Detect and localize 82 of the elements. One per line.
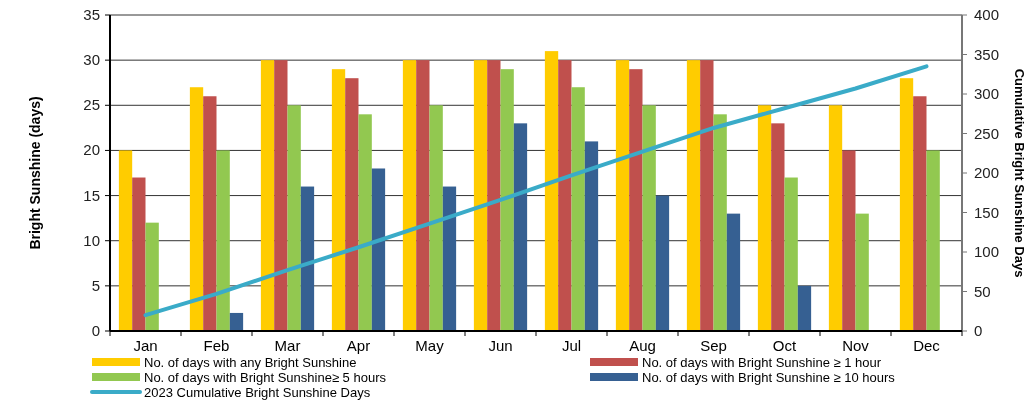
x-tick-label: Nov xyxy=(842,337,870,354)
bar xyxy=(584,141,599,331)
y2-tick-label: 100 xyxy=(974,243,1000,260)
bar xyxy=(926,150,940,331)
bar xyxy=(331,69,346,331)
bar xyxy=(899,78,914,331)
bar xyxy=(287,105,301,331)
y-tick-label: 30 xyxy=(83,51,100,69)
legend-label: No. of days with any Bright Sunshine xyxy=(144,355,357,370)
y-tick-label: 15 xyxy=(83,186,100,204)
bar xyxy=(358,114,372,331)
bar xyxy=(558,60,572,331)
bar xyxy=(771,123,785,331)
bar xyxy=(700,60,714,331)
bar xyxy=(402,60,417,331)
y2-tick-label: 50 xyxy=(974,282,991,300)
bar xyxy=(260,60,275,331)
x-tick-label: Sep xyxy=(700,337,727,354)
bar xyxy=(416,60,430,331)
legend-label: No. of days with Bright Sunshine ≥ 10 hours xyxy=(642,370,896,385)
x-tick-label: Jul xyxy=(561,337,582,354)
bar xyxy=(797,285,812,331)
bar xyxy=(513,123,528,331)
bar xyxy=(216,150,230,331)
y2-tick-label: 200 xyxy=(974,164,1000,181)
bar xyxy=(300,186,315,331)
bar xyxy=(345,78,359,331)
bar xyxy=(189,87,204,331)
bar xyxy=(487,60,501,331)
x-tick-label: Dec xyxy=(913,337,941,354)
y-tick-label: 25 xyxy=(83,96,100,114)
x-tick-label: Oct xyxy=(772,337,797,354)
bar xyxy=(828,105,843,331)
x-tick-label: Jan xyxy=(133,337,158,354)
bar xyxy=(913,96,927,331)
bar xyxy=(642,105,656,331)
bar xyxy=(855,213,869,331)
y2-tick-label: 150 xyxy=(974,203,1000,221)
y2-tick-label: 250 xyxy=(974,124,1000,142)
y2-axis-title: Cumulative Bright Sunshine Days xyxy=(1012,68,1027,278)
legend-label: No. of days with Bright Sunshine≥ 5 hours xyxy=(144,370,387,385)
bar xyxy=(615,60,630,331)
bar xyxy=(371,168,386,331)
x-tick-label: Mar xyxy=(274,337,301,354)
x-tick-label: Apr xyxy=(346,337,371,354)
bar xyxy=(118,150,133,331)
y-tick-label: 0 xyxy=(91,322,100,339)
y2-tick-label: 400 xyxy=(974,6,1000,23)
y2-tick-label: 350 xyxy=(974,45,1000,63)
y-tick-label: 5 xyxy=(91,276,100,294)
bar xyxy=(629,69,643,331)
y-tick-label: 10 xyxy=(83,231,100,249)
legend-label: 2023 Cumulative Bright Sunshine Days xyxy=(144,385,371,400)
bar xyxy=(473,60,488,331)
y-tick-label: 35 xyxy=(83,6,100,23)
bar xyxy=(229,312,244,331)
y2-tick-label: 0 xyxy=(974,322,983,339)
bar xyxy=(145,222,159,331)
bar xyxy=(655,195,670,331)
bar xyxy=(274,60,288,331)
bar xyxy=(571,87,585,331)
legend-label: No. of days with Bright Sunshine ≥ 1 hour xyxy=(642,355,882,370)
bar xyxy=(784,177,798,331)
bar xyxy=(442,186,457,331)
y-axis-title: Bright Sunshine (days) xyxy=(27,96,43,250)
bar xyxy=(686,60,701,331)
bar xyxy=(726,213,741,331)
bar xyxy=(757,105,772,331)
bar xyxy=(713,114,727,331)
x-tick-label: Aug xyxy=(629,337,656,354)
y-tick-label: 20 xyxy=(83,141,100,159)
bar xyxy=(842,150,856,331)
x-tick-label: May xyxy=(415,337,445,354)
bar xyxy=(203,96,217,331)
x-tick-label: Jun xyxy=(488,337,513,354)
bar xyxy=(132,177,146,331)
bar xyxy=(500,69,514,331)
bar xyxy=(429,105,443,331)
x-tick-label: Feb xyxy=(203,337,230,354)
y2-tick-label: 300 xyxy=(974,85,1000,102)
bar xyxy=(544,51,559,331)
line-series xyxy=(143,64,929,318)
